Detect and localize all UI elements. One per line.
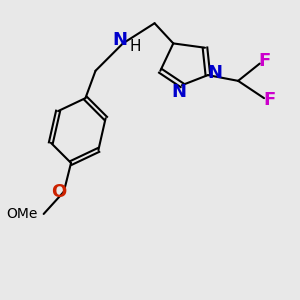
- Text: F: F: [259, 52, 271, 70]
- Text: F: F: [263, 92, 275, 110]
- Text: N: N: [207, 64, 222, 82]
- Text: N: N: [171, 82, 186, 100]
- Text: OMe: OMe: [6, 207, 37, 221]
- Text: H: H: [129, 39, 141, 54]
- Text: N: N: [112, 31, 127, 49]
- Text: O: O: [51, 183, 66, 201]
